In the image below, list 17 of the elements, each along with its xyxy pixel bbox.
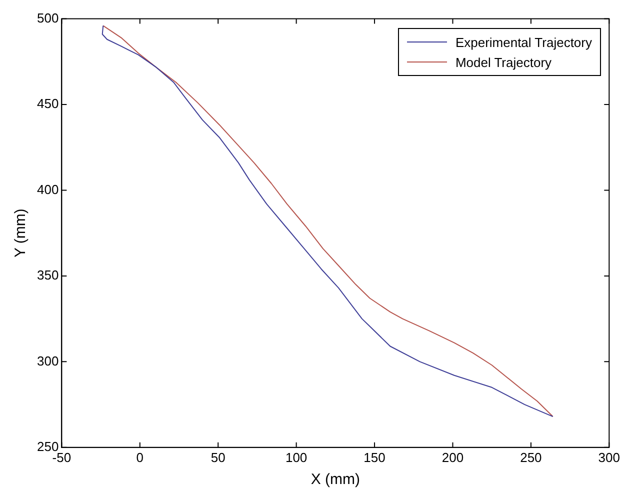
legend-label: Model Trajectory bbox=[455, 54, 552, 70]
x-tick-label: 250 bbox=[520, 450, 542, 465]
y-axis-title: Y (mm) bbox=[12, 208, 30, 258]
x-axis-title: X (mm) bbox=[310, 471, 360, 488]
y-tick-label: 300 bbox=[36, 353, 59, 368]
y-tick-label: 500 bbox=[36, 10, 59, 26]
x-tick-label: 150 bbox=[364, 450, 386, 465]
legend-label: Experimental Trajectory bbox=[455, 34, 592, 50]
y-tick-label: 400 bbox=[36, 182, 59, 197]
x-tick-label: 200 bbox=[442, 450, 464, 465]
x-tick-label: 300 bbox=[598, 450, 620, 465]
y-tick-label: 250 bbox=[36, 438, 59, 454]
x-tick-label: 50 bbox=[210, 450, 226, 465]
x-tick-label: 100 bbox=[285, 450, 308, 465]
y-tick-label: 450 bbox=[36, 96, 59, 112]
y-tick-label: 350 bbox=[36, 268, 59, 283]
x-tick-label: 0 bbox=[136, 450, 144, 465]
